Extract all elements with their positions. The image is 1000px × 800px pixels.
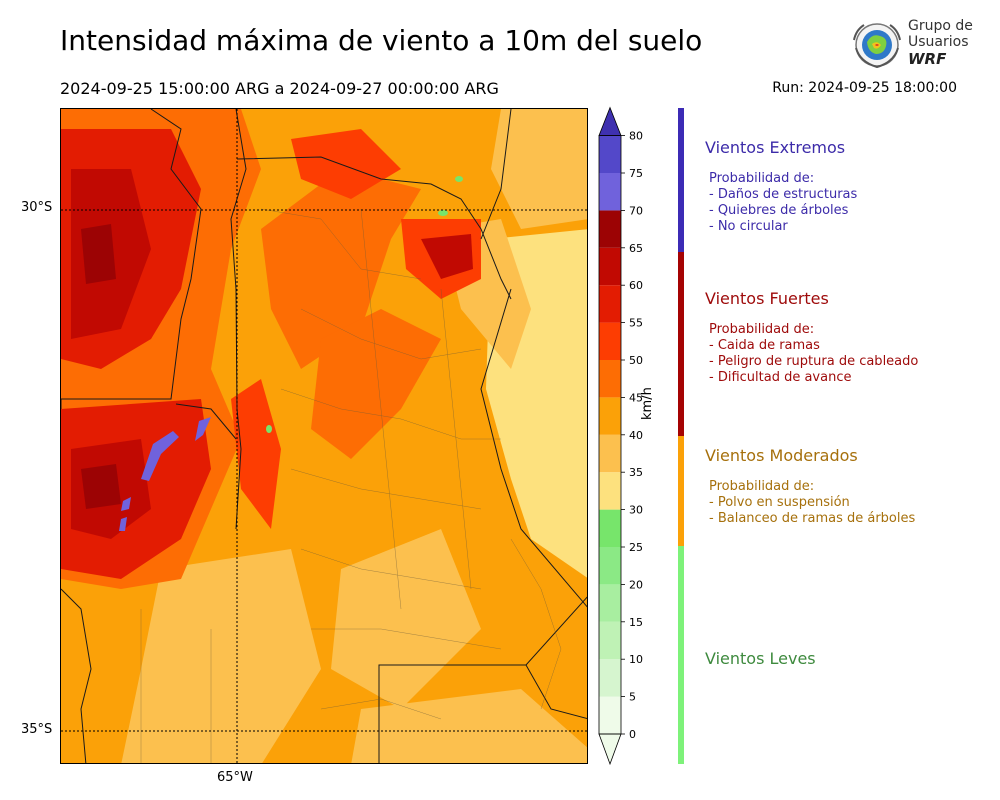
colorbar-unit: km/h bbox=[640, 387, 655, 420]
lon-label-65w: 65°W bbox=[217, 770, 253, 785]
wind-map-canvas bbox=[61, 109, 587, 763]
colorbar-extend-high bbox=[598, 106, 622, 136]
colorbar: 0 5 10 15 20 25 30 35 40 45 50 55 60 65 70 75 80 bbox=[596, 104, 666, 770]
colorbar-tick-label: 0 bbox=[629, 728, 636, 741]
colorbar-tick-label: 35 bbox=[629, 466, 643, 479]
colorbar-band bbox=[599, 434, 621, 473]
zone-extreme-3 bbox=[121, 497, 131, 511]
colorbar-tick-label: 80 bbox=[629, 130, 643, 143]
colorbar-tick-label: 40 bbox=[629, 429, 643, 442]
colorbar-band bbox=[599, 135, 621, 173]
category-bar-light bbox=[678, 546, 684, 764]
zone-north-streak bbox=[291, 129, 401, 199]
category-description: Probabilidad de: - Caida de ramas - Peli… bbox=[709, 322, 918, 386]
colorbar-band bbox=[599, 173, 621, 211]
lat-label-35s: 35°S bbox=[21, 722, 53, 737]
province-borders bbox=[61, 109, 587, 763]
prob-label: Probabilidad de: bbox=[709, 171, 815, 186]
colorbar-tick-label: 55 bbox=[629, 317, 643, 330]
category-title: Vientos Fuertes bbox=[705, 289, 829, 308]
colorbar-tick-label: 45 bbox=[629, 391, 643, 404]
category-title: Vientos Extremos bbox=[705, 138, 846, 157]
prob-item: - No circular bbox=[709, 219, 788, 234]
colorbar-tick-label: 5 bbox=[629, 691, 636, 704]
zone-ridge bbox=[231, 379, 281, 529]
colorbar-band bbox=[599, 509, 621, 547]
logo-text-line3: WRF bbox=[908, 50, 947, 68]
colorbar-tick-label: 65 bbox=[629, 242, 643, 255]
zone-east-core bbox=[421, 234, 473, 279]
prob-item: - Polvo en suspensión bbox=[709, 495, 850, 510]
prob-item: - Balanceo de ramas de árboles bbox=[709, 511, 916, 526]
zone-light-spot-1 bbox=[455, 176, 463, 182]
zone-extreme-2 bbox=[195, 417, 211, 441]
lat-label-30s: 30°S bbox=[21, 200, 53, 215]
category-light: Vientos Leves bbox=[705, 649, 816, 668]
category-title: Vientos Leves bbox=[705, 649, 816, 668]
prob-item: - Daños de estructuras bbox=[709, 187, 858, 202]
category-strong: Vientos Fuertes Probabilidad de: - Caida… bbox=[705, 289, 918, 386]
zone-central-streak bbox=[311, 309, 441, 459]
colorbar-band bbox=[599, 397, 621, 435]
forecast-period: 2024-09-25 15:00:00 ARG a 2024-09-27 00:… bbox=[60, 79, 499, 98]
zone-south-west bbox=[121, 549, 321, 763]
colorbar-band bbox=[599, 285, 621, 323]
colorbar-band bbox=[599, 696, 621, 734]
colorbar-tick-label: 70 bbox=[629, 204, 643, 217]
colorbar-tick-label: 20 bbox=[629, 578, 643, 591]
prob-item: - Caida de ramas bbox=[709, 338, 820, 353]
wind-map bbox=[60, 108, 588, 764]
category-title: Vientos Moderados bbox=[705, 446, 858, 465]
category-description: Probabilidad de: - Daños de estructuras … bbox=[709, 171, 857, 235]
category-moderate: Vientos Moderados Probabilidad de: - Pol… bbox=[705, 446, 915, 527]
prob-item: - Dificultad de avance bbox=[709, 370, 852, 385]
category-bar-strong bbox=[678, 252, 684, 436]
prob-label: Probabilidad de: bbox=[709, 479, 815, 494]
colorbar-tick-label: 25 bbox=[629, 541, 643, 554]
colorbar-band bbox=[599, 360, 621, 398]
category-description: Probabilidad de: - Polvo en suspensión -… bbox=[709, 479, 915, 527]
colorbar-extend-low bbox=[598, 733, 622, 766]
colorbar-band bbox=[599, 247, 621, 286]
zone-north-east bbox=[491, 109, 587, 229]
globe-emblem-icon bbox=[853, 23, 901, 69]
gu-wrf-logo: Grupo de Usuarios WRF bbox=[848, 16, 973, 74]
zone-extreme-1 bbox=[141, 431, 179, 481]
prob-item: - Quiebres de árboles bbox=[709, 203, 849, 218]
colorbar-band bbox=[599, 547, 621, 585]
colorbar-tick-label: 30 bbox=[629, 504, 643, 517]
colorbar-tick-label: 75 bbox=[629, 167, 643, 180]
prob-item: - Peligro de ruptura de cableado bbox=[709, 354, 919, 369]
prob-label: Probabilidad de: bbox=[709, 322, 815, 337]
colorbar-tick-label: 15 bbox=[629, 616, 643, 629]
colorbar-tick-label: 10 bbox=[629, 653, 643, 666]
department-borders bbox=[140, 208, 562, 763]
colorbar-band bbox=[599, 210, 621, 248]
colorbar-tick-label: 50 bbox=[629, 354, 643, 367]
colorbar-canvas: 0 5 10 15 20 25 30 35 40 45 50 55 60 65 70 75 80 bbox=[598, 106, 643, 766]
zone-north-center bbox=[261, 169, 421, 369]
zone-extreme-4 bbox=[119, 517, 127, 531]
category-bar-extreme bbox=[678, 108, 684, 252]
run-time: Run: 2024-09-25 18:00:00 bbox=[772, 80, 957, 96]
map-title: Intensidad máxima de viento a 10m del su… bbox=[60, 24, 703, 57]
zone-light-spot-2 bbox=[438, 210, 448, 216]
zone-south-center bbox=[331, 529, 481, 709]
category-bar-moderate bbox=[678, 436, 684, 546]
colorbar-band bbox=[599, 584, 621, 622]
logo-text-line2: Usuarios bbox=[908, 34, 969, 50]
zone-southwest-peak bbox=[81, 464, 121, 509]
colorbar-band bbox=[599, 659, 621, 697]
category-extreme: Vientos Extremos Probabilidad de: - Daño… bbox=[705, 138, 857, 235]
colorbar-band bbox=[599, 322, 621, 360]
zone-light-spot-3 bbox=[266, 425, 272, 433]
colorbar-tick-label: 60 bbox=[629, 279, 643, 292]
logo-text-line1: Grupo de bbox=[908, 18, 973, 34]
colorbar-band bbox=[599, 621, 621, 660]
colorbar-band bbox=[599, 472, 621, 510]
zone-west-peak bbox=[81, 224, 116, 284]
zone-south-edge bbox=[351, 689, 587, 763]
